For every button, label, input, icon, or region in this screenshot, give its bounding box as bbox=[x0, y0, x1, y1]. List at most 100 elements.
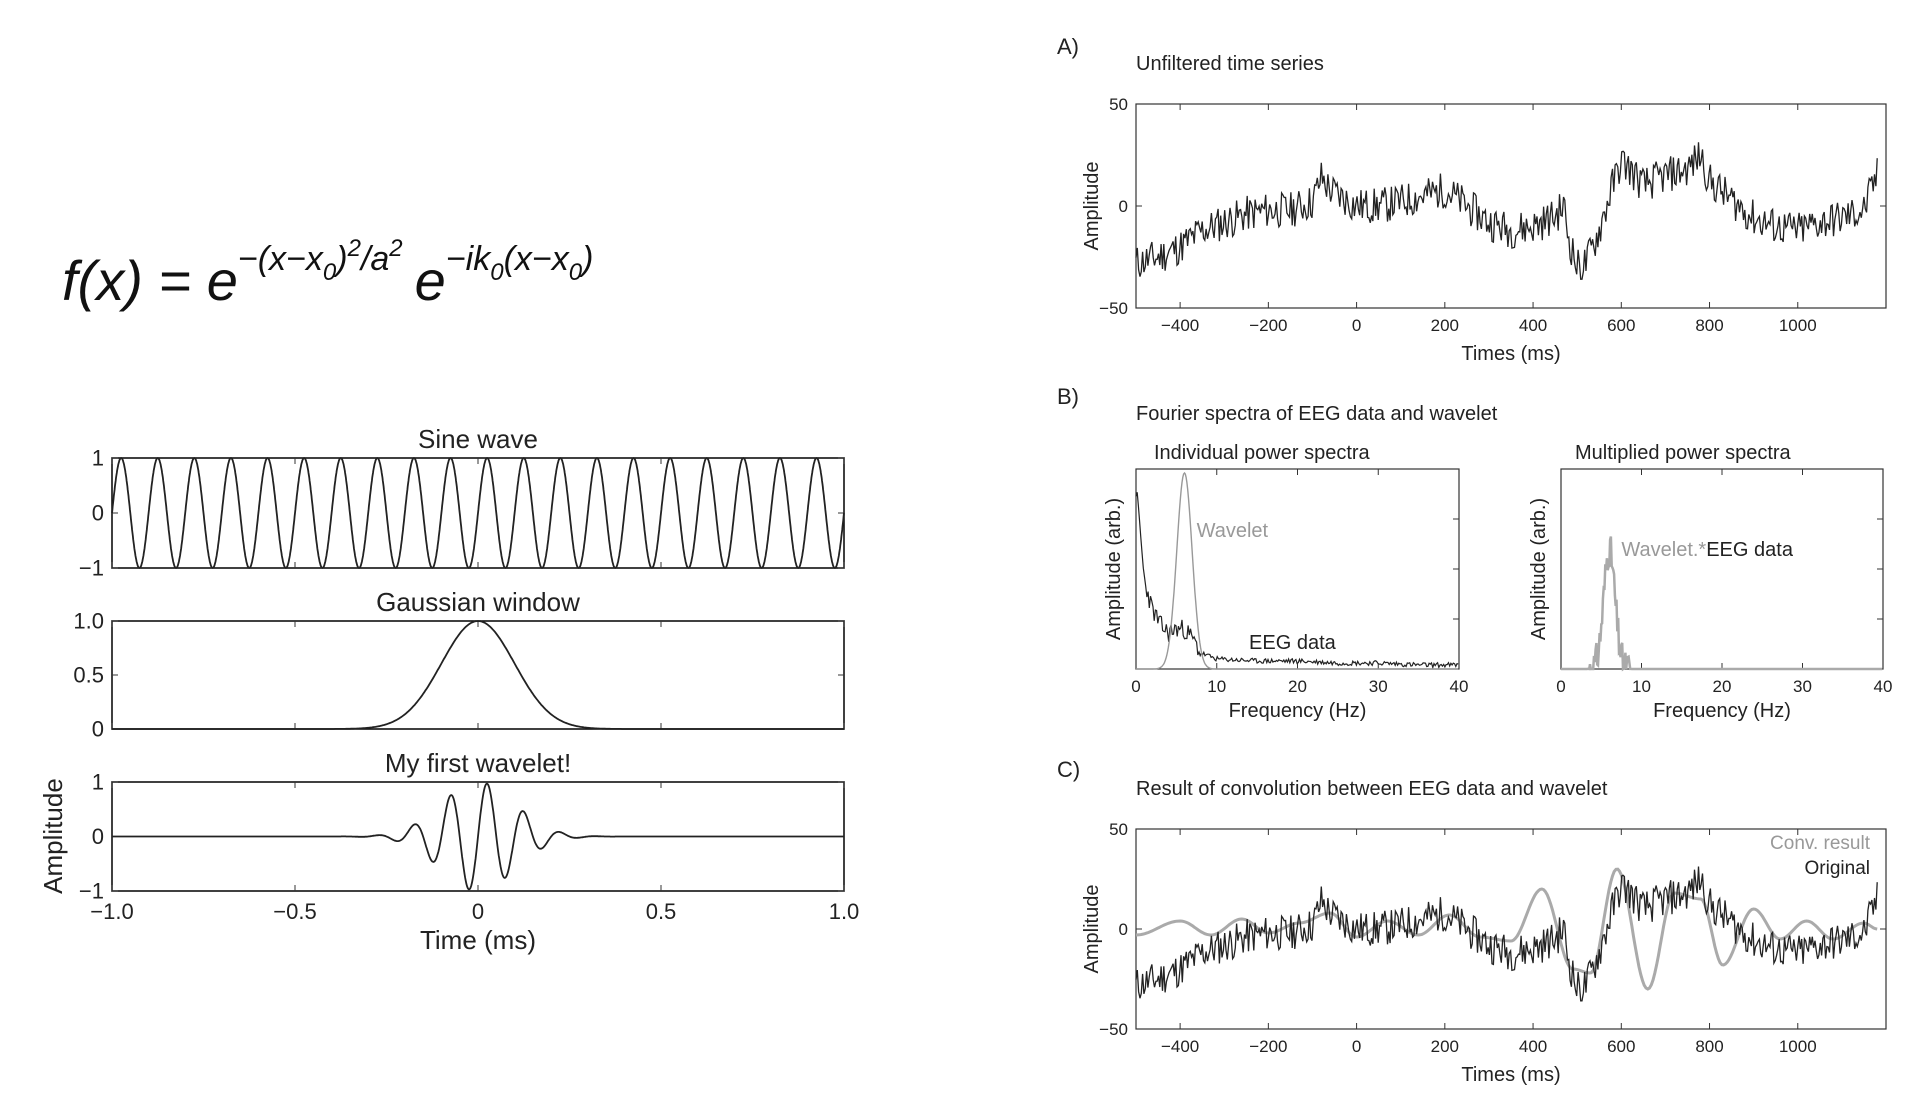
formula-lhs: f(x) = bbox=[62, 249, 207, 312]
individual_spectra-xlabel: Frequency (Hz) bbox=[1229, 700, 1367, 722]
wavelet-formula: f(x) = e−(x−x0)2/a2e−ik0(x−x0) bbox=[62, 235, 593, 312]
unfiltered-ytick-label: −50 bbox=[1099, 299, 1128, 318]
multiplied_spectra-xtick-label: 20 bbox=[1713, 677, 1732, 696]
unfiltered-title: Unfiltered time series bbox=[1136, 53, 1324, 75]
wavelet-title: My first wavelet! bbox=[385, 748, 571, 778]
legend-conv-result: Conv. result bbox=[1770, 833, 1871, 854]
formula-exp1-div: /a bbox=[359, 240, 389, 278]
wavelet-ytick-label: −1 bbox=[79, 879, 104, 904]
unfiltered-xtick-label: 1000 bbox=[1779, 316, 1817, 335]
unfiltered-ylabel: Amplitude bbox=[1081, 162, 1103, 251]
formula-base1: e bbox=[207, 249, 238, 312]
convolution-original-line bbox=[1135, 866, 1878, 1002]
gauss-title: Gaussian window bbox=[376, 587, 580, 617]
individual_spectra-xtick-label: 40 bbox=[1450, 677, 1469, 696]
formula-exp2-rest: (x−x bbox=[504, 240, 570, 278]
formula-exp1-rest: ) bbox=[332, 240, 347, 278]
individual_spectra-xtick-label: 30 bbox=[1369, 677, 1388, 696]
wavelet-xtick-label: 1.0 bbox=[829, 899, 860, 924]
unfiltered-series-line bbox=[1135, 142, 1878, 280]
individual_spectra-ylabel: Amplitude (arb.) bbox=[1103, 498, 1125, 640]
sine-ytick-label: 0 bbox=[92, 501, 104, 526]
formula-exp2-close: ) bbox=[578, 240, 593, 278]
convolution-xtick-label: 800 bbox=[1695, 1037, 1723, 1056]
convolution-title: Result of convolution between EEG data a… bbox=[1136, 778, 1608, 800]
formula-base2: e bbox=[415, 249, 446, 312]
convolution-xtick-label: 200 bbox=[1431, 1037, 1459, 1056]
individual-spectra-wavelet-line bbox=[1136, 471, 1459, 670]
formula-exp1-sub: 0 bbox=[323, 259, 337, 286]
panel-label-b: B) bbox=[1057, 384, 1079, 409]
formula-exp2-sub: 0 bbox=[490, 259, 504, 286]
individual_spectra-xtick-label: 10 bbox=[1207, 677, 1226, 696]
panel-label-c: C) bbox=[1057, 757, 1080, 782]
annotation-eeg-data: EEG data bbox=[1249, 632, 1337, 654]
gauss-series-line bbox=[112, 620, 844, 730]
wavelet-ytick-label: 1 bbox=[92, 770, 104, 795]
wavelet-xtick-label: 0 bbox=[472, 899, 484, 924]
charts-layer: Sine wave −1 0 1 Gaussian window 0 0.5 1.0 My fi… bbox=[38, 53, 1892, 1086]
formula-exp2: −ik bbox=[446, 240, 492, 278]
unfiltered-ytick-label: 50 bbox=[1109, 95, 1128, 114]
individual_spectra-xtick-label: 0 bbox=[1131, 677, 1140, 696]
formula-exp1-div-pow: 2 bbox=[388, 235, 402, 262]
convolution-plot-frame bbox=[1135, 828, 1887, 1030]
multiplied_spectra-xtick-label: 10 bbox=[1632, 677, 1651, 696]
convolution-ytick-label: 0 bbox=[1119, 920, 1128, 939]
legend-original: Original bbox=[1805, 858, 1870, 879]
unfiltered-plot-frame bbox=[1135, 103, 1887, 309]
individual_spectra-xtick-label: 20 bbox=[1288, 677, 1307, 696]
formula-exp2-sub2: 0 bbox=[569, 259, 583, 286]
unfiltered-xtick-label: 200 bbox=[1431, 316, 1459, 335]
unfiltered-xtick-label: 800 bbox=[1695, 316, 1723, 335]
sine-series-line bbox=[111, 457, 845, 569]
wavelet-xtick-label: −0.5 bbox=[273, 899, 316, 924]
wavelet-xlabel: Time (ms) bbox=[420, 925, 536, 955]
annotation-wavelet-part: Wavelet.* bbox=[1621, 539, 1706, 561]
formula-exp1-pow: 2 bbox=[347, 235, 361, 262]
gauss-ytick-label: 0 bbox=[92, 717, 104, 742]
multiplied_spectra-title: Multiplied power spectra bbox=[1575, 442, 1792, 464]
gauss-plot-frame bbox=[111, 620, 845, 730]
panel-b-title: Fourier spectra of EEG data and wavelet bbox=[1136, 403, 1498, 425]
unfiltered-xlabel: Times (ms) bbox=[1461, 343, 1560, 365]
convolution-xtick-label: 1000 bbox=[1779, 1037, 1817, 1056]
multiplied_spectra-plot-frame bbox=[1560, 468, 1884, 670]
wavelet-xtick-label: 0.5 bbox=[646, 899, 677, 924]
multiplied_spectra-ylabel: Amplitude (arb.) bbox=[1528, 498, 1550, 640]
convolution-xtick-label: −200 bbox=[1249, 1037, 1287, 1056]
convolution-ytick-label: −50 bbox=[1099, 1020, 1128, 1039]
convolution-ytick-label: 50 bbox=[1109, 820, 1128, 839]
unfiltered-xtick-label: 600 bbox=[1607, 316, 1635, 335]
annotation-multiplied: Wavelet.*EEG data bbox=[1621, 539, 1793, 561]
multiplied-spectra-line bbox=[1561, 536, 1883, 672]
convolution-xtick-label: 600 bbox=[1607, 1037, 1635, 1056]
sine-ytick-label: −1 bbox=[79, 556, 104, 581]
annotation-wavelet: Wavelet bbox=[1197, 520, 1269, 542]
unfiltered-xtick-label: 0 bbox=[1352, 316, 1361, 335]
multiplied_spectra-xtick-label: 0 bbox=[1556, 677, 1565, 696]
individual-spectra-eeg-line bbox=[1135, 492, 1459, 670]
multiplied_spectra-xlabel: Frequency (Hz) bbox=[1653, 700, 1791, 722]
wavelet-xtick-label: −1.0 bbox=[90, 899, 133, 924]
wavelet-ylabel: Amplitude bbox=[38, 778, 68, 894]
unfiltered-xtick-label: −200 bbox=[1249, 316, 1287, 335]
gauss-ytick-label: 1.0 bbox=[73, 609, 104, 634]
multiplied_spectra-xtick-label: 40 bbox=[1874, 677, 1893, 696]
multiplied_spectra-xtick-label: 30 bbox=[1793, 677, 1812, 696]
gauss-ytick-label: 0.5 bbox=[73, 663, 104, 688]
convolution-xlabel: Times (ms) bbox=[1461, 1064, 1560, 1086]
wavelet-ytick-label: 0 bbox=[92, 824, 104, 849]
svg-text:f(x) = e−(x−x0)2/a2e−ik0(x−x0): f(x) = e−(x−x0)2/a2e−ik0(x−x0) bbox=[62, 235, 593, 312]
sine-title: Sine wave bbox=[418, 424, 538, 454]
formula-exp1: −(x−x bbox=[238, 240, 324, 278]
individual_spectra-title: Individual power spectra bbox=[1154, 442, 1371, 464]
unfiltered-ytick-label: 0 bbox=[1119, 197, 1128, 216]
panel-label-a: A) bbox=[1057, 34, 1079, 59]
unfiltered-xtick-label: −400 bbox=[1161, 316, 1199, 335]
wavelet-series-line bbox=[112, 782, 844, 891]
convolution-xtick-label: −400 bbox=[1161, 1037, 1199, 1056]
unfiltered-xtick-label: 400 bbox=[1519, 316, 1547, 335]
convolution-ylabel: Amplitude bbox=[1081, 885, 1103, 974]
